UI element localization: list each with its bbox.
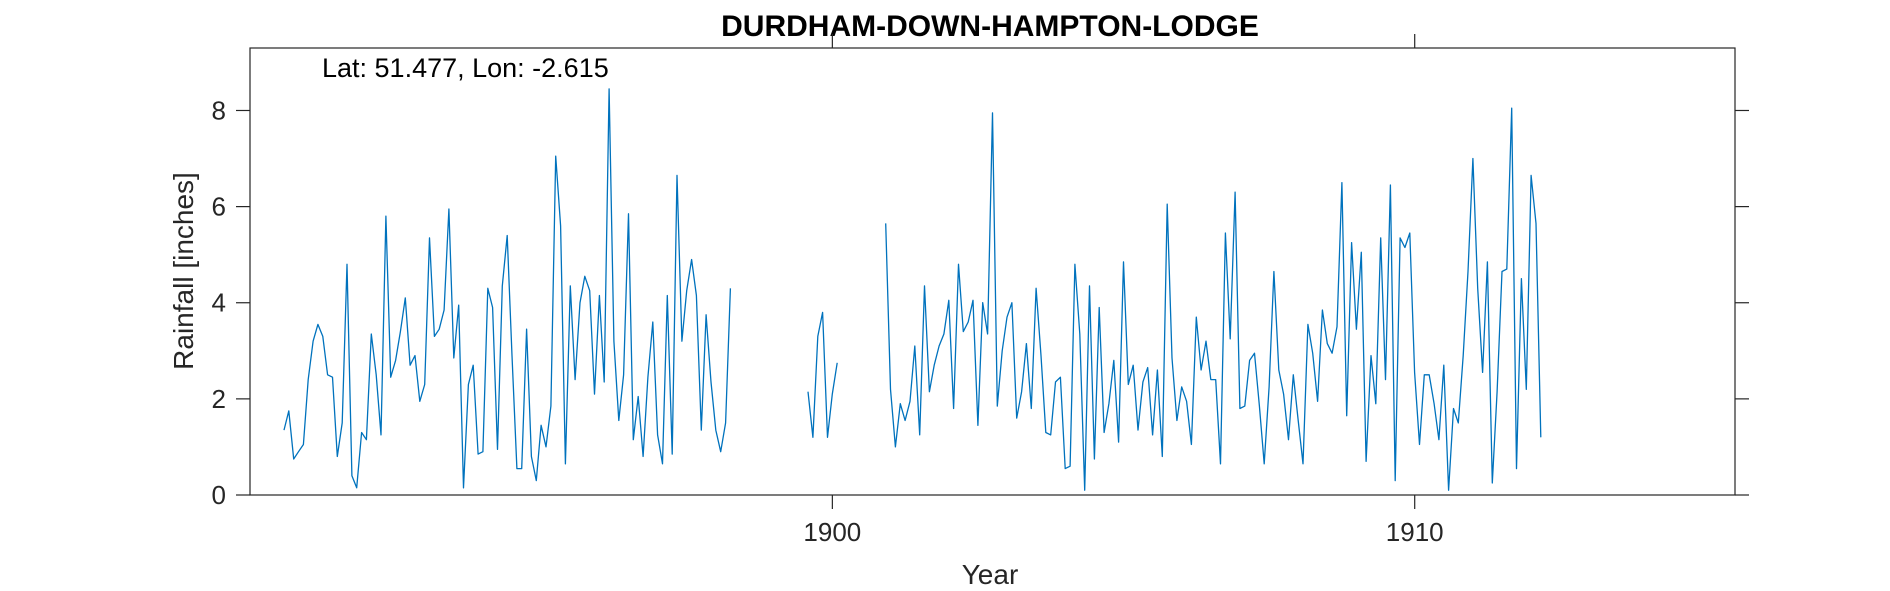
x-axis-label: Year [962, 559, 1019, 590]
y-tick-label: 8 [212, 95, 226, 125]
y-axis-label: Rainfall [inches] [168, 172, 199, 370]
y-tick-label: 4 [212, 288, 226, 318]
rainfall-series-line [283, 88, 732, 489]
y-tick-label: 0 [212, 480, 226, 510]
data-series [283, 88, 1542, 491]
rainfall-series-line [885, 107, 1542, 491]
station-coordinates-label: Lat: 51.477, Lon: -2.615 [322, 53, 609, 83]
y-tick-label: 2 [212, 384, 226, 414]
y-tick-label: 6 [212, 192, 226, 222]
rainfall-series-line [807, 311, 838, 438]
x-tick-label: 1900 [803, 517, 861, 547]
chart-title: DURDHAM-DOWN-HAMPTON-LODGE [721, 10, 1259, 43]
x-tick-label: 1910 [1386, 517, 1444, 547]
axis-ticks: 0 2 4 6 8 1900 1910 [212, 34, 1749, 547]
